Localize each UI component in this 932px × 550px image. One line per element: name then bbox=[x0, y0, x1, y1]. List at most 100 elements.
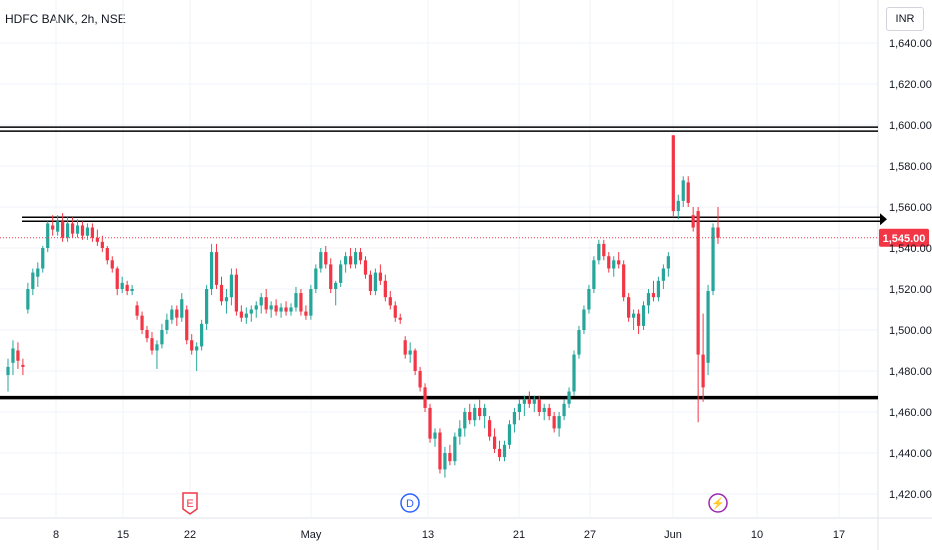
candle-body bbox=[602, 243, 606, 257]
candle-body bbox=[552, 416, 556, 429]
candle bbox=[572, 350, 576, 396]
candle-body bbox=[329, 264, 333, 289]
earnings-badge bbox=[182, 492, 198, 515]
candle bbox=[612, 256, 616, 277]
earnings-icon[interactable]: E bbox=[182, 492, 198, 515]
candle-body bbox=[299, 293, 303, 312]
candle-body bbox=[393, 305, 397, 318]
candle-body bbox=[249, 309, 253, 314]
event-markers[interactable]: E D ⚡ bbox=[182, 492, 728, 515]
candle-body bbox=[358, 252, 363, 261]
candle bbox=[125, 280, 129, 296]
candle-body bbox=[314, 268, 318, 289]
candle bbox=[537, 395, 541, 417]
candle bbox=[562, 399, 566, 421]
candle bbox=[175, 305, 179, 326]
candle-body bbox=[160, 330, 164, 345]
candle-body bbox=[557, 416, 561, 429]
candle bbox=[651, 280, 656, 302]
candle bbox=[473, 403, 477, 427]
candle bbox=[80, 221, 85, 240]
candle bbox=[244, 307, 248, 324]
candle-body bbox=[229, 274, 234, 298]
x-tick-label: 8 bbox=[53, 529, 59, 541]
candle bbox=[468, 403, 472, 425]
last-price-label: 1,545.00 bbox=[883, 233, 926, 245]
candle bbox=[398, 313, 402, 324]
candle-body bbox=[661, 268, 665, 281]
candle bbox=[6, 358, 10, 392]
candle-body bbox=[80, 225, 85, 236]
candle bbox=[696, 207, 700, 423]
candle bbox=[185, 305, 189, 345]
candle bbox=[249, 305, 253, 322]
candle-body bbox=[234, 274, 239, 312]
candle bbox=[145, 325, 149, 343]
candle bbox=[463, 407, 467, 437]
horizontal-levels[interactable] bbox=[0, 126, 887, 400]
candle bbox=[254, 301, 258, 318]
candle-body bbox=[463, 412, 467, 429]
dividend-icon[interactable]: D bbox=[400, 493, 420, 513]
candle-body bbox=[572, 354, 576, 392]
candle-body bbox=[16, 350, 20, 361]
split-icon[interactable]: ⚡ bbox=[708, 493, 728, 513]
candle-body bbox=[711, 227, 715, 292]
y-tick-label: 1,620.00 bbox=[889, 79, 932, 91]
candle bbox=[56, 215, 60, 236]
candle bbox=[358, 248, 363, 265]
candle bbox=[46, 221, 50, 253]
candle bbox=[344, 252, 348, 273]
candle bbox=[95, 229, 99, 246]
candle bbox=[61, 213, 65, 242]
y-tick-label: 1,640.00 bbox=[889, 38, 932, 50]
currency-button[interactable]: INR bbox=[886, 7, 924, 31]
candle-body bbox=[344, 256, 348, 265]
candle bbox=[617, 252, 621, 269]
candle-body bbox=[413, 350, 417, 371]
candle-body bbox=[155, 344, 159, 351]
candle bbox=[557, 412, 561, 437]
candle bbox=[597, 239, 601, 265]
candle-body bbox=[175, 309, 179, 318]
candle-body bbox=[378, 272, 382, 281]
candle bbox=[433, 428, 437, 447]
x-tick-label: 13 bbox=[422, 529, 434, 541]
candle bbox=[388, 291, 392, 310]
candle bbox=[309, 284, 313, 320]
candle bbox=[239, 305, 243, 322]
candle-body bbox=[264, 297, 268, 310]
candle-body bbox=[696, 211, 700, 355]
candle bbox=[532, 395, 536, 412]
candle-body bbox=[636, 313, 641, 326]
candle bbox=[517, 399, 522, 421]
candle bbox=[428, 403, 432, 443]
candle-body bbox=[324, 252, 328, 265]
candle bbox=[547, 403, 551, 421]
candle-body bbox=[61, 221, 65, 238]
candle bbox=[453, 432, 457, 466]
candle-body bbox=[403, 340, 407, 355]
candle-body bbox=[428, 407, 432, 439]
candle-body bbox=[170, 309, 174, 320]
candle-body bbox=[56, 221, 60, 232]
candle-body bbox=[592, 260, 596, 289]
candle-body bbox=[373, 272, 378, 292]
y-tick-label: 1,600.00 bbox=[889, 120, 932, 132]
candle-body bbox=[641, 305, 646, 326]
candle-body bbox=[85, 227, 90, 236]
candle-body bbox=[195, 346, 199, 351]
candle-body bbox=[656, 280, 661, 298]
candle bbox=[85, 223, 90, 240]
candle bbox=[448, 444, 452, 466]
candle bbox=[681, 176, 685, 207]
candle-body bbox=[547, 407, 551, 417]
candle bbox=[219, 276, 224, 306]
candle-body bbox=[597, 243, 601, 261]
candle bbox=[418, 366, 422, 392]
candle bbox=[160, 323, 164, 349]
candle-body bbox=[150, 338, 154, 351]
candle bbox=[353, 248, 358, 269]
